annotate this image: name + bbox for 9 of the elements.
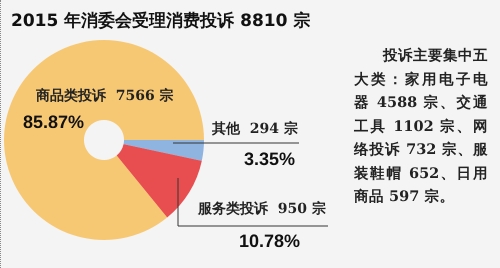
chart-title: 2015 年消委会受理消费投诉 8810 宗 — [11, 10, 310, 31]
text: 85.87% — [23, 112, 84, 132]
slice-label: 服务类投诉 950 宗 — [197, 200, 326, 217]
donut-slice — [124, 140, 204, 161]
slice-label: 商品类投诉 7566 宗 — [35, 87, 174, 104]
text: 3.35% — [244, 149, 296, 169]
text: 10.78% — [239, 231, 300, 251]
slice-label: 其他 294 宗 — [211, 120, 298, 137]
side-note: 投诉主要集中五大类：家用电子电器 4588 宗、交通工具 1102 宗、网络投诉 732 宗、服装鞋帽 652、日用商品 597 宗。 — [354, 46, 488, 207]
